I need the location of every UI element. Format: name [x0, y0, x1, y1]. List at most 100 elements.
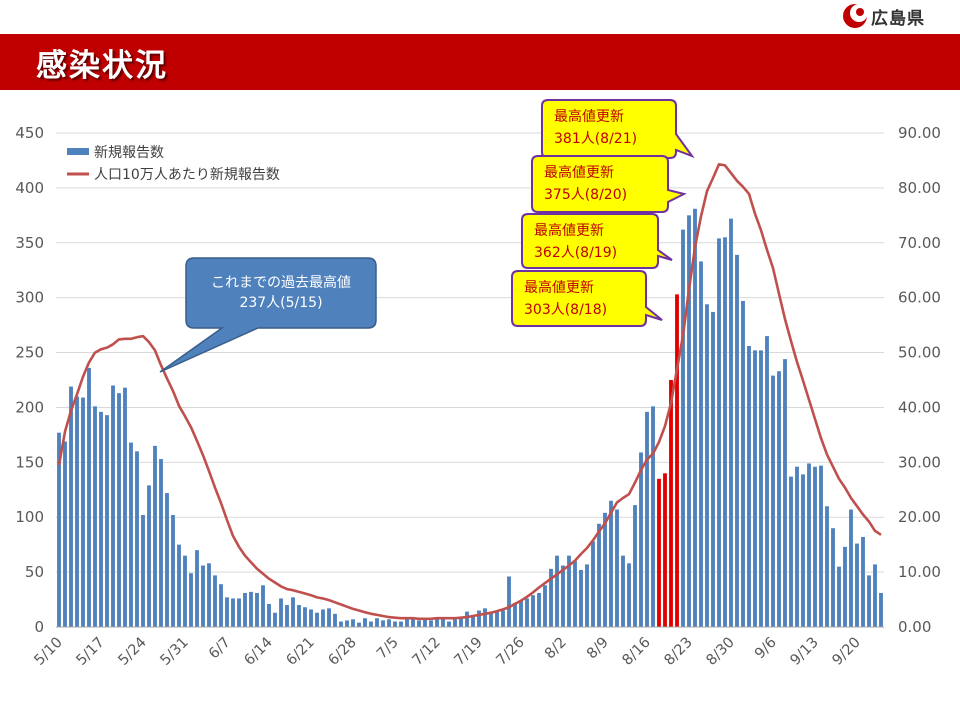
bar: [735, 254, 739, 627]
bar: [243, 592, 247, 627]
bar: [315, 612, 319, 627]
bar: [477, 610, 481, 627]
bar: [501, 610, 505, 627]
bar: [57, 432, 61, 627]
bar: [453, 619, 457, 627]
bar: [375, 618, 379, 627]
bar: [837, 566, 841, 627]
bar: [357, 622, 361, 627]
bar: [615, 509, 619, 627]
bar: [303, 607, 307, 627]
bar: [81, 397, 85, 627]
x-tick-label: 9/20: [829, 635, 863, 669]
bar: [783, 359, 787, 627]
bar: [729, 218, 733, 628]
bar: [93, 406, 97, 627]
bar: [717, 238, 721, 628]
x-tick-label: 8/16: [619, 635, 653, 669]
bar: [471, 614, 475, 627]
bar: [219, 584, 223, 627]
bar: [861, 536, 865, 627]
bar: [651, 406, 655, 627]
bar: [483, 608, 487, 627]
bar: [435, 619, 439, 627]
prefecture-emblem-icon: [843, 4, 868, 28]
bar: [147, 485, 151, 627]
bar: [165, 493, 169, 627]
annotation-callout-shape: [159, 257, 377, 373]
bar: [213, 575, 217, 627]
bar: [693, 208, 697, 627]
bar: [297, 605, 301, 627]
annotation-text-line2: 237人(5/15): [239, 295, 322, 311]
annotation-text-line2: 362人(8/19): [534, 245, 617, 261]
bar: [417, 620, 421, 627]
bar: [819, 465, 823, 627]
annotation-text-line1: 最高値更新: [524, 279, 594, 296]
infection-chart: 0 0.00 50 10.00 100 20.00 150 30.00 200 40.00 250 5…: [15, 99, 941, 669]
bar: [573, 561, 577, 627]
bar: [351, 619, 355, 627]
logo: 広島県: [842, 3, 925, 29]
x-tick-label: 6/7: [206, 635, 234, 663]
bar: [429, 620, 433, 627]
bar: [489, 611, 493, 627]
bar: [561, 565, 565, 627]
bar: [663, 473, 667, 627]
legend-bar-label: 新規報告数: [94, 145, 164, 161]
logo-text: 広島県: [871, 8, 925, 29]
annotation-record-0821: 最高値更新 381人(8/21): [541, 99, 695, 159]
y-left-tick-label: 350: [15, 234, 44, 252]
bar: [675, 294, 679, 627]
bar: [189, 573, 193, 627]
x-tick-label: 5/24: [115, 635, 149, 669]
bar: [183, 555, 187, 627]
bar: [795, 466, 799, 627]
bar: [777, 371, 781, 627]
y-left-tick-label: 400: [15, 179, 44, 197]
bar: [111, 385, 115, 627]
bar: [387, 619, 391, 627]
title-banner: 感染状況: [0, 34, 960, 90]
bar: [513, 602, 517, 627]
bar: [177, 544, 181, 627]
bar: [405, 619, 409, 627]
bar: [759, 350, 763, 627]
annotation-record-0819: 最高値更新 362人(8/19): [521, 213, 673, 269]
x-tick-label: 6/28: [325, 635, 359, 669]
bar: [129, 442, 133, 627]
x-tick-label: 5/17: [73, 635, 107, 669]
bar: [225, 597, 229, 627]
annotation-text-line2: 375人(8/20): [544, 187, 627, 203]
bar: [771, 375, 775, 627]
bar: [645, 411, 649, 627]
annotation-callout-shape: [511, 270, 663, 327]
annotation-text-line1: 最高値更新: [544, 164, 614, 181]
bar: [381, 620, 385, 627]
bar: [549, 568, 553, 627]
line-series: [57, 163, 882, 621]
bar: [279, 598, 283, 627]
bar: [321, 609, 325, 627]
bar: [195, 550, 199, 627]
x-tick-label: 6/14: [241, 635, 275, 669]
annotation-callout-shape: [531, 155, 687, 213]
bar: [609, 500, 613, 627]
x-tick-label: 9/6: [752, 635, 780, 663]
bar: [753, 350, 757, 627]
annotation-text-line1: これまでの過去最高値: [211, 274, 351, 291]
bar: [723, 237, 727, 628]
y-right-tick-label: 0.00: [898, 618, 931, 636]
x-tick-label: 8/9: [584, 635, 612, 663]
bar: [333, 613, 337, 627]
y-right-tick-label: 50.00: [898, 344, 941, 362]
bar: [267, 603, 271, 627]
bar: [627, 563, 631, 627]
y-left-tick-label: 200: [15, 398, 44, 416]
page-title: 感染状況: [36, 48, 168, 84]
bar: [591, 541, 595, 627]
bar: [831, 528, 835, 627]
annotation-text-line2: 303人(8/18): [524, 302, 607, 318]
legend-line-label: 人口10万人あたり新規報告数: [94, 167, 280, 183]
bar: [309, 609, 313, 627]
